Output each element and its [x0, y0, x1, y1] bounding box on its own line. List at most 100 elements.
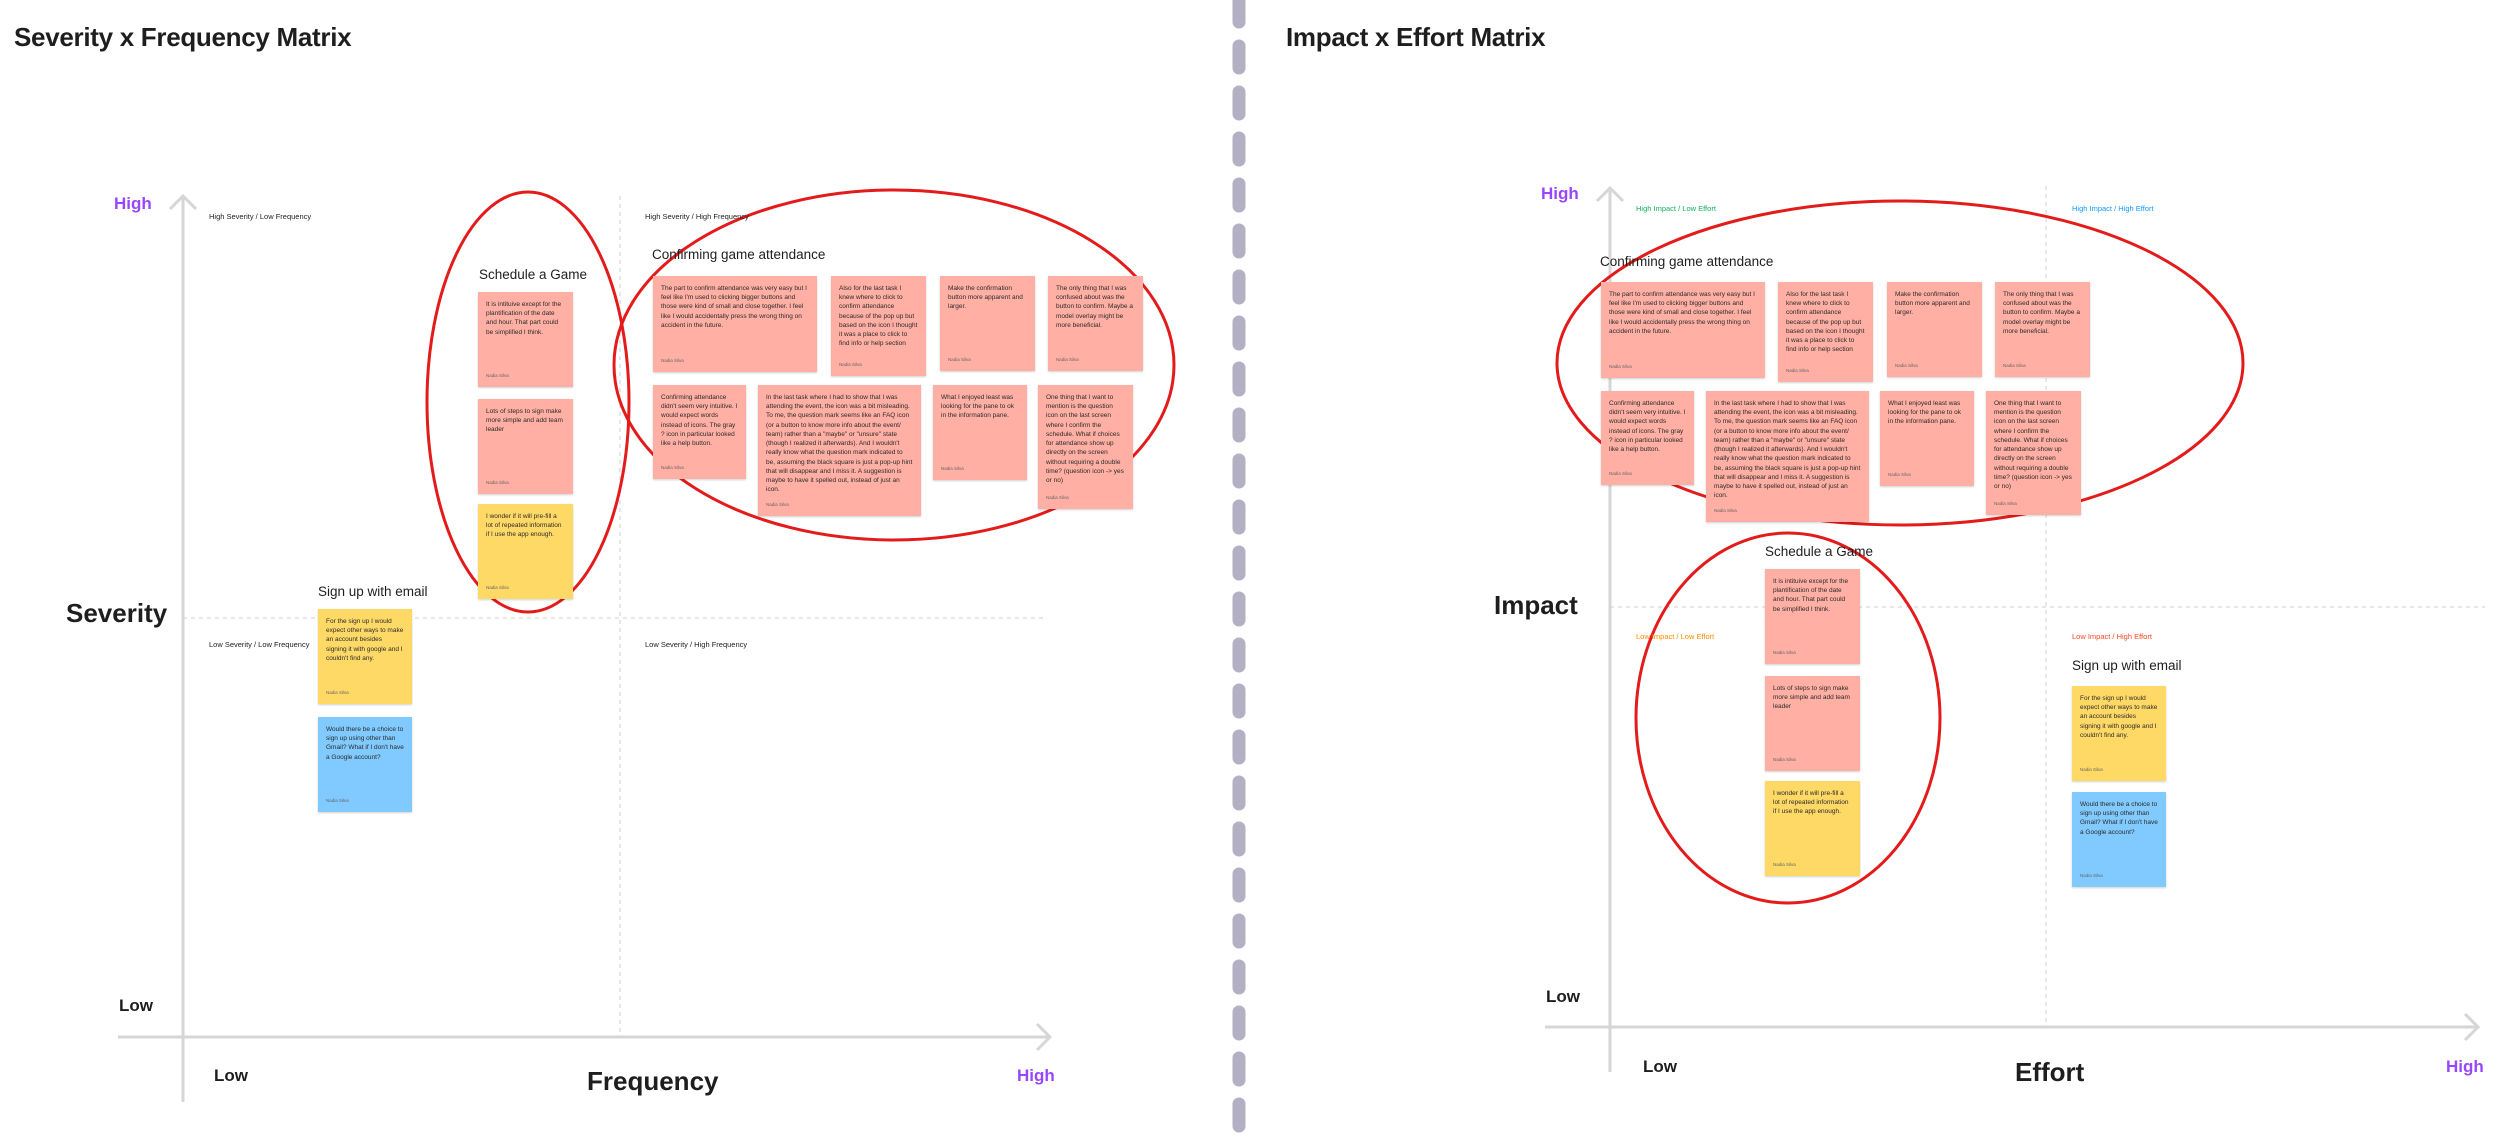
left-quadrant-top-right-label: High Severity / High Frequency — [645, 212, 749, 221]
sticky-note[interactable]: Confirming attendance didn't seem very i… — [653, 385, 746, 479]
sticky-note[interactable]: I wonder if it will pre-fill a lot of re… — [1765, 781, 1860, 876]
right-group-title-schedule: Schedule a Game — [1765, 544, 1874, 559]
sticky-author: Nadia Silva — [2080, 766, 2103, 772]
right-x-axis-title: Effort — [2015, 1057, 2085, 1087]
right-quadrant-top-left-label: High Impact / Low Effort — [1636, 204, 1716, 213]
sticky-note[interactable]: The part to confirm attendance was very … — [1601, 282, 1765, 378]
sticky-author: Nadia Silva — [1994, 500, 2017, 506]
left-quadrant-bottom-left-label: Low Severity / Low Frequency — [209, 640, 310, 649]
left-quadrant-top-left-label: High Severity / Low Frequency — [209, 212, 312, 221]
right-schedule-ring — [1634, 531, 1942, 905]
sticky-text: Lots of steps to sign make more simple a… — [1773, 685, 1850, 711]
sticky-author: Nadia Silva — [486, 479, 509, 485]
sticky-note[interactable]: The only thing that I was confused about… — [1048, 276, 1143, 371]
right-group-title-confirm: Confirming game attendance — [1600, 254, 1774, 269]
sticky-author: Nadia Silva — [486, 372, 509, 378]
sticky-text: The only thing that I was confused about… — [1056, 285, 1133, 329]
sticky-note[interactable]: One thing that I want to mention is the … — [1986, 391, 2081, 515]
sticky-text: Make the confirmation button more appare… — [1895, 291, 1970, 317]
sticky-text: Confirming attendance didn't seem very i… — [661, 394, 738, 448]
left-group-title-confirm: Confirming game attendance — [652, 247, 826, 262]
sticky-text: The only thing that I was confused about… — [2003, 291, 2080, 335]
right-board-title: Impact x Effort Matrix — [1286, 22, 1546, 52]
right-x-low-label: Low — [1643, 1057, 1677, 1076]
right-quadrant-top-right-label: High Impact / High Effort — [2072, 204, 2154, 213]
sticky-author: Nadia Silva — [941, 465, 964, 471]
sticky-author: Nadia Silva — [2080, 872, 2103, 878]
sticky-note[interactable]: One thing that I want to mention is the … — [1038, 385, 1133, 509]
sticky-author: Nadia Silva — [661, 357, 684, 363]
right-x-high-label: High — [2446, 1057, 2484, 1076]
left-axes — [118, 193, 1053, 1102]
sticky-author: Nadia Silva — [2003, 362, 2026, 368]
sticky-note[interactable]: The only thing that I was confused about… — [1995, 282, 2090, 377]
sticky-note[interactable]: The part to confirm attendance was very … — [653, 276, 817, 372]
sticky-note[interactable]: I wonder if it will pre-fill a lot of re… — [478, 504, 573, 599]
sticky-author: Nadia Silva — [326, 689, 349, 695]
sticky-author: Nadia Silva — [839, 361, 862, 367]
left-x-low-label: Low — [214, 1066, 248, 1085]
sticky-note[interactable]: Would there be a choice to sign up using… — [2072, 792, 2166, 887]
sticky-note[interactable]: Also for the last task I knew where to c… — [831, 276, 926, 376]
sticky-author: Nadia Silva — [1714, 507, 1737, 513]
sticky-note[interactable]: Lots of steps to sign make more simple a… — [1765, 676, 1860, 771]
sticky-author: Nadia Silva — [1888, 471, 1911, 477]
left-y-low-label: Low — [119, 996, 153, 1015]
sticky-note[interactable]: For the sign up I would expect other way… — [2072, 686, 2166, 781]
sticky-text: What I enjoyed least was looking for the… — [941, 394, 1014, 420]
sticky-author: Nadia Silva — [1046, 494, 1069, 500]
left-group-title-schedule: Schedule a Game — [479, 267, 588, 282]
sticky-note[interactable]: Lots of steps to sign make more simple a… — [478, 399, 573, 494]
sticky-note[interactable]: In the last task where I had to show tha… — [1706, 391, 1869, 522]
right-y-axis-title: Impact — [1494, 590, 1578, 620]
sticky-author: Nadia Silva — [1895, 362, 1918, 368]
sticky-author: Nadia Silva — [1773, 861, 1796, 867]
sticky-author: Nadia Silva — [948, 356, 971, 362]
sticky-note[interactable]: What I enjoyed least was looking for the… — [1880, 391, 1974, 486]
sticky-text: Also for the last task I knew where to c… — [1786, 291, 1865, 354]
sticky-text: The part to confirm attendance was very … — [1609, 291, 1755, 335]
sticky-author: Nadia Silva — [1786, 367, 1809, 373]
sticky-author: Nadia Silva — [1609, 363, 1632, 369]
sticky-text: Make the confirmation button more appare… — [948, 285, 1023, 311]
sticky-note[interactable]: Would there be a choice to sign up using… — [318, 717, 412, 812]
left-confirm-ring — [612, 188, 1176, 542]
sticky-author: Nadia Silva — [1056, 356, 1079, 362]
sticky-note[interactable]: In the last task where I had to show tha… — [758, 385, 921, 516]
sticky-author: Nadia Silva — [1773, 756, 1796, 762]
left-quadrant-bottom-right-label: Low Severity / High Frequency — [645, 640, 748, 649]
sticky-note[interactable]: Confirming attendance didn't seem very i… — [1601, 391, 1694, 485]
sticky-text: Confirming attendance didn't seem very i… — [1609, 400, 1686, 454]
right-y-high-label: High — [1541, 184, 1579, 203]
left-group-title-signup: Sign up with email — [318, 584, 428, 599]
sticky-text: Would there be a choice to sign up using… — [326, 726, 404, 761]
sticky-note[interactable]: Make the confirmation button more appare… — [940, 276, 1035, 371]
sticky-text: In the last task where I had to show tha… — [766, 394, 913, 494]
sticky-text: What I enjoyed least was looking for the… — [1888, 400, 1961, 426]
sticky-note[interactable]: Make the confirmation button more appare… — [1887, 282, 1982, 377]
sticky-text: Would there be a choice to sign up using… — [2080, 801, 2158, 836]
right-quadrant-bottom-left-label: Low Impact / Low Effort — [1636, 632, 1715, 641]
sticky-text: For the sign up I would expect other way… — [326, 618, 404, 662]
sticky-note[interactable]: For the sign up I would expect other way… — [318, 609, 412, 704]
sticky-text: One thing that I want to mention is the … — [1994, 400, 2072, 490]
left-y-axis-title: Severity — [66, 598, 168, 628]
sticky-text: I wonder if it will pre-fill a lot of re… — [1773, 790, 1849, 816]
sticky-note[interactable]: What I enjoyed least was looking for the… — [933, 385, 1027, 480]
left-x-high-label: High — [1017, 1066, 1055, 1085]
sticky-text: In the last task where I had to show tha… — [1714, 400, 1861, 500]
sticky-note[interactable]: It is intituive except for the plantific… — [1765, 569, 1860, 664]
sticky-author: Nadia Silva — [326, 797, 349, 803]
right-confirm-ring — [1555, 199, 2245, 527]
left-y-high-label: High — [114, 194, 152, 213]
left-x-axis-title: Frequency — [587, 1066, 719, 1096]
sticky-text: The part to confirm attendance was very … — [661, 285, 807, 329]
sticky-author: Nadia Silva — [766, 501, 789, 507]
right-group-title-signup: Sign up with email — [2072, 658, 2182, 673]
sticky-author: Nadia Silva — [661, 464, 684, 470]
sticky-note[interactable]: It is intituive except for the plantific… — [478, 292, 573, 387]
left-board-title: Severity x Frequency Matrix — [14, 22, 352, 52]
sticky-text: I wonder if it will pre-fill a lot of re… — [486, 513, 562, 539]
sticky-note[interactable]: Also for the last task I knew where to c… — [1778, 282, 1873, 382]
